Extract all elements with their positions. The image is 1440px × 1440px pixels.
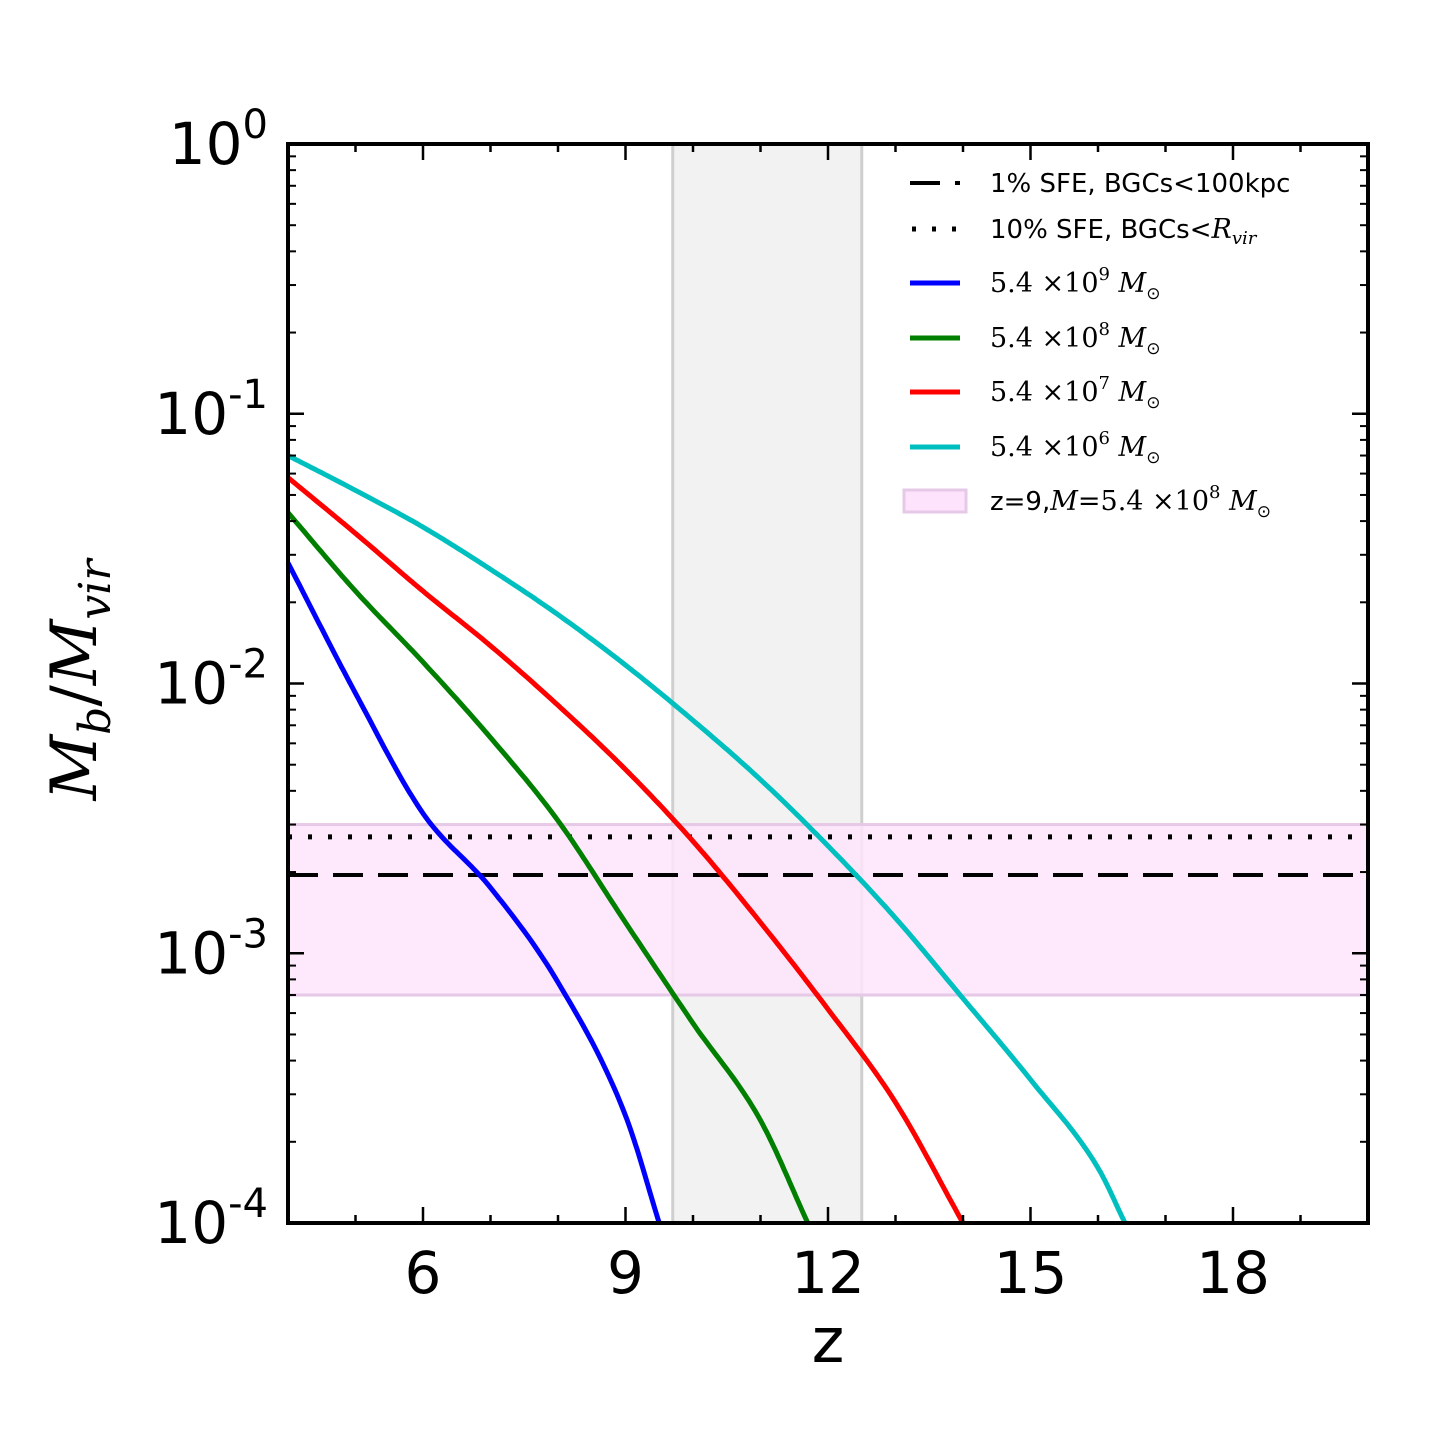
series-line-1 xyxy=(285,561,662,1224)
legend-unit-sub: ⊙ xyxy=(1146,393,1160,413)
legend-eq: =5.4 ×10 xyxy=(1078,486,1209,517)
y-label-slash: / xyxy=(38,685,112,707)
series-line-2 xyxy=(286,510,811,1225)
legend-unit-sub: ⊙ xyxy=(1146,284,1160,304)
legend-label: 5.4 ×109 M⊙ xyxy=(990,264,1160,304)
y-label-sub2: vir xyxy=(70,557,121,620)
y-axis-label: Mb/Mvir xyxy=(38,557,121,802)
x-tick-label: 15 xyxy=(994,1239,1068,1307)
legend-label: 5.4 ×106 M⊙ xyxy=(990,428,1160,468)
legend-unit: M xyxy=(1110,377,1148,408)
legend-unit: M xyxy=(1110,268,1148,299)
legend-swatch-patch xyxy=(902,488,968,514)
gray-band xyxy=(671,142,864,1225)
reference-lines xyxy=(288,834,1368,878)
legend-times: ×10 xyxy=(1042,377,1099,408)
legend-times: ×10 xyxy=(1042,432,1099,463)
y-tick-label: 10-2 xyxy=(154,642,268,718)
y-tick-base: 10 xyxy=(154,919,228,987)
legend: 1% SFE, BGCs<100kpc 10% SFE, BGCs<Rvir 5.4… xyxy=(902,169,1290,522)
pink-band xyxy=(286,823,1370,997)
legend-label-math: M xyxy=(1049,486,1079,517)
y-tick-base: 10 xyxy=(154,1189,228,1257)
y-label-m1: M xyxy=(38,733,112,801)
series-line-4 xyxy=(286,453,1128,1225)
legend-exponent: 6 xyxy=(1099,428,1110,449)
x-tick-label: 12 xyxy=(791,1239,865,1307)
legend-times: ×10 xyxy=(1042,323,1099,354)
legend-coef: 5.4 xyxy=(990,377,1042,408)
legend-unit: M xyxy=(1110,432,1148,463)
y-tick-label: 100 xyxy=(169,102,268,178)
y-tick-exponent: -4 xyxy=(228,1181,268,1227)
y-tick-exponent: -2 xyxy=(228,642,268,688)
y-label-sub1: b xyxy=(70,707,121,735)
legend-label: 1% SFE, BGCs<100kpc xyxy=(990,169,1290,199)
legend-label: 5.4 ×108 M⊙ xyxy=(990,319,1160,359)
legend-exponent: 7 xyxy=(1099,373,1110,394)
legend-label-math: R xyxy=(1210,214,1231,245)
legend-coef: 5.4 xyxy=(990,432,1042,463)
plot-frame xyxy=(286,142,1370,1225)
y-tick-label: 10-3 xyxy=(154,911,268,987)
legend-unit: M xyxy=(1110,323,1148,354)
y-tick-base: 10 xyxy=(169,110,243,178)
bands xyxy=(286,142,1370,1225)
legend-times: ×10 xyxy=(1042,268,1099,299)
legend-unit-sub: ⊙ xyxy=(1146,448,1160,468)
y-tick-base: 10 xyxy=(154,650,228,718)
legend-unit-sub: ⊙ xyxy=(1146,339,1160,359)
legend-unit: M xyxy=(1220,486,1258,517)
y-tick-exponent: 0 xyxy=(243,102,268,148)
legend-label: 5.4 ×107 M⊙ xyxy=(990,373,1160,413)
series-line-3 xyxy=(286,475,966,1225)
svg-text:Mb/Mvir: Mb/Mvir xyxy=(38,557,121,802)
legend-label-text: 1% SFE, BGCs<100kpc xyxy=(990,169,1290,199)
y-label-m2: M xyxy=(38,618,112,686)
y-tick-label: 10-1 xyxy=(154,372,268,448)
legend-coef: 5.4 xyxy=(990,268,1042,299)
legend-label-text: z=9, xyxy=(990,487,1050,517)
legend-exponent: 8 xyxy=(1209,482,1220,503)
legend-exponent: 9 xyxy=(1099,264,1110,285)
y-tick-base: 10 xyxy=(154,380,228,448)
x-tick-label: 18 xyxy=(1196,1239,1270,1307)
y-tick-exponent: -1 xyxy=(228,372,268,418)
legend-label: 10% SFE, BGCs<Rvir xyxy=(990,214,1258,249)
legend-label-sub: vir xyxy=(1232,228,1258,249)
series-lines xyxy=(285,453,1128,1225)
legend-unit-sub: ⊙ xyxy=(1257,502,1271,522)
x-tick-label: 9 xyxy=(607,1239,644,1307)
legend-exponent: 8 xyxy=(1099,319,1110,340)
y-tick-label: 10-4 xyxy=(154,1181,268,1257)
legend-label-text: 10% SFE, BGCs< xyxy=(990,215,1211,245)
legend-label: z=9,M=5.4 ×108 M⊙ xyxy=(990,482,1271,522)
x-axis-label: z xyxy=(812,1304,845,1377)
y-tick-exponent: -3 xyxy=(228,911,268,957)
x-tick-label: 6 xyxy=(405,1239,442,1307)
legend-coef: 5.4 xyxy=(990,323,1042,354)
